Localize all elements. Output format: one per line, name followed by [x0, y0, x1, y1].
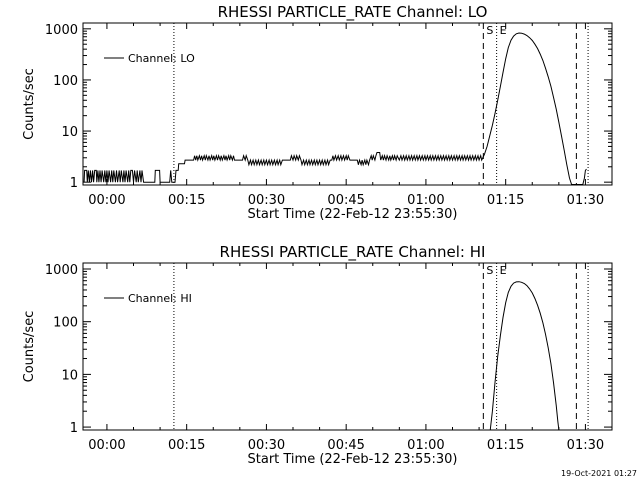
y-tick-label: 10	[61, 125, 78, 140]
x-tick-label: 00:45	[327, 438, 364, 453]
x-tick-label: 00:15	[168, 438, 205, 453]
x-tick-label: 01:00	[407, 193, 444, 208]
y-axis-label: Counts/sec	[22, 311, 37, 383]
x-tick-label: 00:00	[88, 193, 125, 208]
x-tick-label: 00:30	[248, 193, 285, 208]
y-tick-label: 1	[70, 421, 78, 436]
plot-frame	[82, 22, 613, 186]
series-line-1	[83, 32, 587, 185]
y-tick-label: 1	[70, 176, 78, 191]
panel-2: RHESSI PARTICLE_RATE Channel: HIS E 00:00 0…	[22, 243, 613, 467]
marker-label-e: E	[500, 24, 507, 37]
x-tick-label: 01:15	[487, 193, 524, 208]
y-tick-label: 1000	[45, 263, 78, 278]
x-tick-label: 00:00	[88, 438, 125, 453]
x-tick-label: 01:00	[407, 438, 444, 453]
series-line-1	[489, 281, 560, 430]
x-axis-label: Start Time (22-Feb-12 23:55:30)	[248, 207, 458, 222]
plot-frame	[82, 262, 613, 431]
panel-1: RHESSI PARTICLE_RATE Channel: LO S E 00:00 0…	[22, 3, 613, 222]
x-tick-label: 00:15	[168, 193, 205, 208]
marker-label-s: S	[486, 264, 493, 277]
chart-title: RHESSI PARTICLE_RATE Channel: LO	[218, 3, 488, 22]
x-tick-label: 01:15	[487, 438, 524, 453]
y-tick-label: 100	[53, 316, 78, 331]
footer-timestamp: 19-Oct-2021 01:27	[561, 469, 637, 478]
marker-label-s: S	[486, 24, 493, 37]
y-tick-label: 1000	[45, 23, 78, 38]
x-tick-label: 01:30	[567, 438, 604, 453]
chart-title: RHESSI PARTICLE_RATE Channel: HI	[220, 243, 486, 262]
marker-label-e: E	[500, 264, 507, 277]
y-tick-label: 10	[61, 368, 78, 383]
y-tick-label: 100	[53, 74, 78, 89]
y-axis-label: Counts/sec	[22, 68, 37, 140]
legend-entry: Channel: LO	[128, 52, 195, 65]
legend-entry: Channel: HI	[128, 292, 192, 305]
x-tick-label: 01:30	[567, 193, 604, 208]
x-axis-label: Start Time (22-Feb-12 23:55:30)	[248, 452, 458, 467]
x-tick-label: 00:30	[248, 438, 285, 453]
x-tick-label: 00:45	[327, 193, 364, 208]
